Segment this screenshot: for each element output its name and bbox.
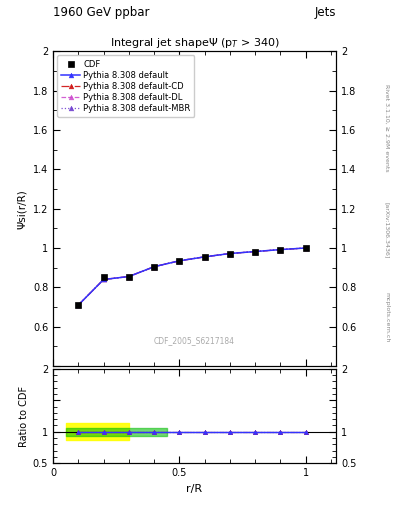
Text: Rivet 3.1.10, ≥ 2.9M events: Rivet 3.1.10, ≥ 2.9M events [385,84,389,172]
Pythia 8.308 default-CD [177,258,182,264]
Pythia 8.308 default-DL [253,248,257,254]
CDF [228,250,232,257]
Line: CDF: CDF [75,245,309,308]
Pythia 8.308 default-CD [228,250,232,257]
Text: 1960 GeV ppbar: 1960 GeV ppbar [53,7,150,19]
Pythia 8.308 default-MBR [202,254,207,260]
Pythia 8.308 default-DL [101,276,106,283]
Pythia 8.308 default-CD [202,254,207,260]
CDF [303,245,308,251]
CDF [278,246,283,252]
CDF [152,264,156,270]
Line: Pythia 8.308 default: Pythia 8.308 default [76,246,308,308]
CDF [76,302,81,308]
Pythia 8.308 default-DL [303,245,308,251]
Pythia 8.308 default-CD [303,245,308,251]
Pythia 8.308 default-CD [101,276,106,283]
Text: mcplots.cern.ch: mcplots.cern.ch [385,292,389,343]
Pythia 8.308 default [127,273,131,280]
Pythia 8.308 default-CD [152,264,156,270]
Pythia 8.308 default-MBR [101,276,106,283]
Pythia 8.308 default-MBR [127,273,131,280]
Pythia 8.308 default-DL [127,273,131,280]
Pythia 8.308 default [278,246,283,252]
Line: Pythia 8.308 default-MBR: Pythia 8.308 default-MBR [76,246,308,308]
Pythia 8.308 default-MBR [76,302,81,308]
CDF [253,248,257,254]
Line: Pythia 8.308 default-DL: Pythia 8.308 default-DL [76,246,308,308]
Pythia 8.308 default [152,264,156,270]
Pythia 8.308 default [202,254,207,260]
CDF [202,254,207,260]
Y-axis label: Ratio to CDF: Ratio to CDF [18,386,29,446]
Text: [arXiv:1306.3436]: [arXiv:1306.3436] [385,202,389,259]
CDF [101,273,106,280]
Pythia 8.308 default-MBR [152,264,156,270]
Text: Jets: Jets [314,7,336,19]
Text: CDF_2005_S6217184: CDF_2005_S6217184 [154,336,235,346]
Y-axis label: Ψsi(r/R): Ψsi(r/R) [17,189,27,228]
Pythia 8.308 default [228,250,232,257]
Pythia 8.308 default-DL [202,254,207,260]
Pythia 8.308 default-DL [177,258,182,264]
X-axis label: r/R: r/R [186,484,203,494]
CDF [177,258,182,264]
Pythia 8.308 default-MBR [228,250,232,257]
Pythia 8.308 default-MBR [253,248,257,254]
Pythia 8.308 default [177,258,182,264]
Pythia 8.308 default-CD [127,273,131,280]
Title: Integral jet shapeΨ (p$_T$ > 340): Integral jet shapeΨ (p$_T$ > 340) [110,36,279,50]
Pythia 8.308 default [303,245,308,251]
Line: Pythia 8.308 default-CD: Pythia 8.308 default-CD [76,246,308,308]
Pythia 8.308 default [253,248,257,254]
CDF [127,273,131,280]
Pythia 8.308 default-MBR [177,258,182,264]
Pythia 8.308 default-DL [76,302,81,308]
Pythia 8.308 default [101,276,106,283]
Pythia 8.308 default-DL [152,264,156,270]
Pythia 8.308 default-MBR [278,246,283,252]
Pythia 8.308 default [76,302,81,308]
Legend: CDF, Pythia 8.308 default, Pythia 8.308 default-CD, Pythia 8.308 default-DL, Pyt: CDF, Pythia 8.308 default, Pythia 8.308 … [57,55,195,117]
Pythia 8.308 default-DL [228,250,232,257]
Pythia 8.308 default-DL [278,246,283,252]
Pythia 8.308 default-CD [278,246,283,252]
Pythia 8.308 default-MBR [303,245,308,251]
Pythia 8.308 default-CD [253,248,257,254]
Pythia 8.308 default-CD [76,302,81,308]
